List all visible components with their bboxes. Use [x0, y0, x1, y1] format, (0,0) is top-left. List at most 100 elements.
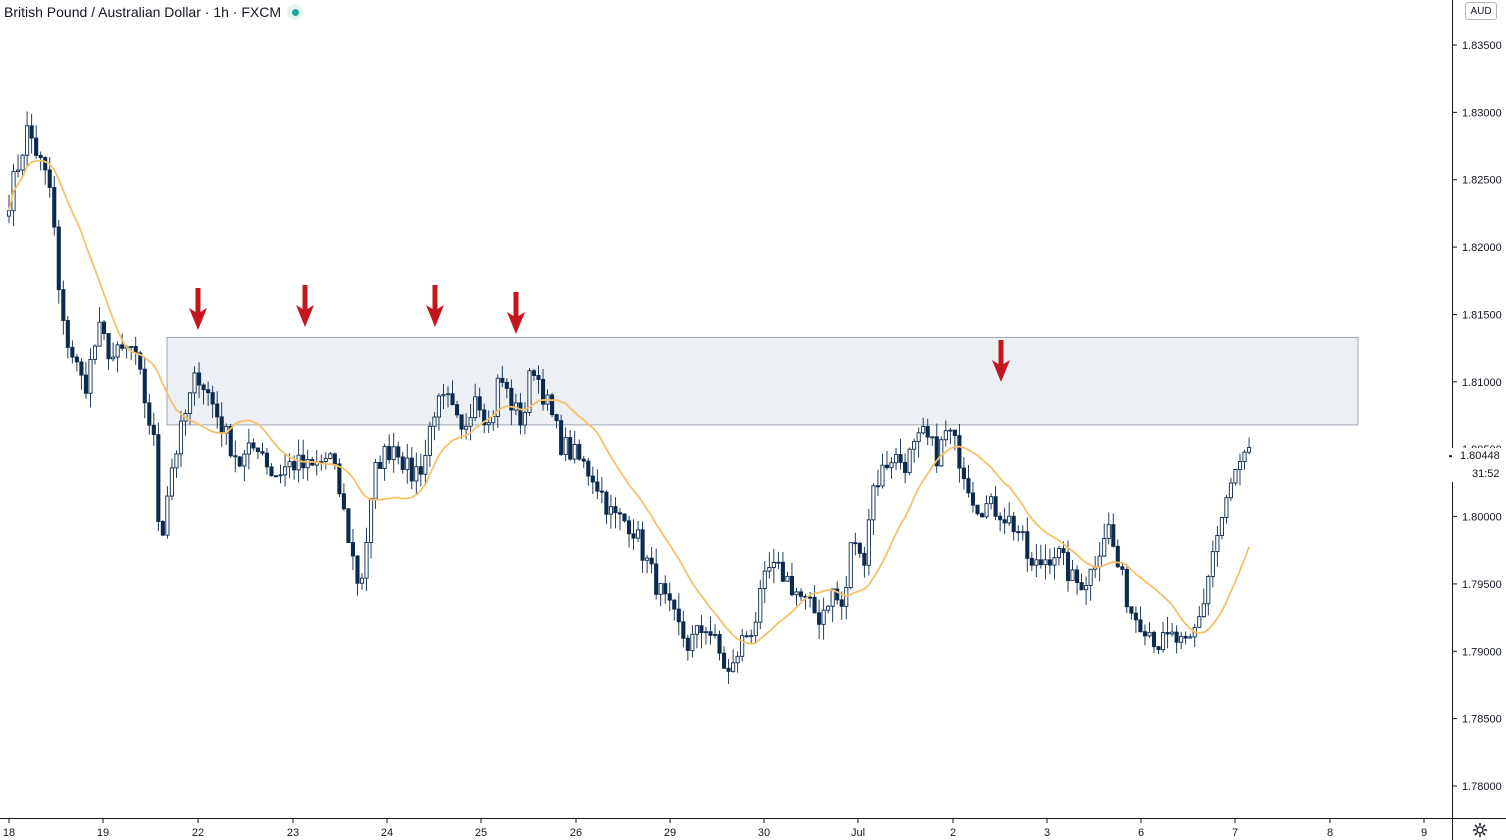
candle-body: [1165, 632, 1170, 635]
gear-icon[interactable]: [1472, 822, 1488, 838]
candle-body: [826, 605, 831, 611]
candle-body: [378, 462, 383, 469]
candle-body: [758, 588, 763, 623]
candle-body: [414, 466, 419, 482]
candle-body: [952, 429, 957, 437]
candle-body: [56, 226, 61, 291]
y-tick-label: 1.82500: [1462, 175, 1502, 187]
candle-body: [1025, 531, 1030, 559]
candle-body: [255, 447, 260, 453]
candle-body: [43, 157, 48, 171]
candle-body: [473, 396, 478, 419]
candle-body: [233, 455, 238, 458]
candle-body: [20, 154, 25, 171]
candle-body: [459, 414, 464, 430]
candle-body: [500, 377, 505, 383]
candle-body: [1242, 451, 1247, 463]
candle-body: [74, 356, 79, 363]
candle-body: [52, 187, 57, 228]
candle-body: [1156, 646, 1161, 651]
candle-body: [332, 453, 337, 465]
candle-body: [595, 481, 600, 492]
candle-body: [857, 542, 862, 554]
candle-body: [305, 459, 310, 469]
candle-body: [830, 588, 835, 607]
candle-body: [269, 466, 274, 477]
y-tick-label: 1.79000: [1462, 646, 1502, 658]
candle-body: [559, 420, 564, 455]
candle-body: [509, 387, 514, 411]
y-tick-label: 1.78000: [1462, 781, 1502, 793]
x-tick-label: 2: [950, 827, 956, 839]
candle-body: [246, 442, 251, 455]
x-tick-label: 8: [1327, 827, 1333, 839]
bar-countdown: 31:52: [1472, 468, 1500, 481]
candle-body: [441, 394, 446, 397]
candle-body: [1061, 548, 1066, 554]
candle-body: [97, 321, 102, 347]
candle-body: [939, 439, 944, 467]
candle-body: [735, 655, 740, 664]
candle-body: [228, 425, 233, 457]
candle-body: [979, 513, 985, 518]
candle-body: [667, 593, 672, 601]
candle-body: [92, 345, 98, 360]
candle-body: [328, 453, 333, 459]
x-tick-label: 25: [475, 827, 487, 839]
candle-body: [907, 448, 912, 474]
candle-body: [278, 474, 283, 477]
candle-body: [880, 464, 885, 487]
candle-body: [636, 529, 641, 539]
x-tick-label: 23: [287, 827, 299, 839]
candle-body: [206, 389, 211, 394]
candle-body: [237, 456, 242, 467]
candle-body: [676, 608, 681, 623]
candle-body: [522, 412, 527, 426]
candle-body: [531, 370, 537, 376]
candle-body: [38, 154, 43, 159]
candle-body: [1002, 519, 1007, 524]
chart-title[interactable]: British Pound / Australian Dollar · 1h ·…: [4, 4, 281, 20]
candle-body: [391, 446, 396, 461]
candle-body: [717, 633, 722, 654]
resistance-test-arrow-icon: [992, 340, 1010, 382]
candle-body: [482, 409, 487, 426]
candle-body: [771, 562, 776, 568]
live-status-dot-icon[interactable]: [287, 4, 303, 20]
candle-body: [577, 444, 582, 460]
candle-body: [1246, 447, 1252, 453]
candle-body: [296, 454, 301, 471]
candle-body: [993, 496, 998, 517]
candle-body: [260, 451, 265, 454]
candle-body: [663, 583, 668, 595]
resistance-test-arrow-icon: [189, 288, 207, 330]
candle-body: [1224, 497, 1229, 519]
candle-body: [115, 344, 120, 358]
y-tick-label: 1.81000: [1462, 377, 1502, 389]
x-tick-label: Jul: [851, 827, 865, 839]
candle-body: [359, 577, 365, 584]
candle-body: [1075, 569, 1080, 583]
candle-body: [722, 652, 727, 669]
candle-body: [1197, 616, 1202, 628]
candle-body: [622, 513, 627, 522]
candle-body: [685, 637, 690, 651]
candle-body: [495, 377, 500, 417]
candle-body: [25, 125, 30, 156]
candle-body: [1129, 606, 1134, 614]
resistance-test-arrow-icon: [296, 285, 314, 327]
candle-body: [699, 625, 704, 634]
candle-body: [1070, 569, 1075, 582]
candle-body: [292, 461, 297, 471]
candle-body: [966, 478, 971, 494]
candle-body: [889, 462, 894, 469]
candle-body: [835, 588, 840, 601]
candle-body: [409, 457, 414, 482]
resistance-zone[interactable]: [166, 336, 1359, 426]
candle-body: [369, 498, 374, 543]
candle-body: [396, 446, 401, 458]
x-tick-label: 18: [3, 827, 15, 839]
candle-body: [975, 504, 980, 515]
currency-badge[interactable]: AUD: [1465, 2, 1497, 20]
